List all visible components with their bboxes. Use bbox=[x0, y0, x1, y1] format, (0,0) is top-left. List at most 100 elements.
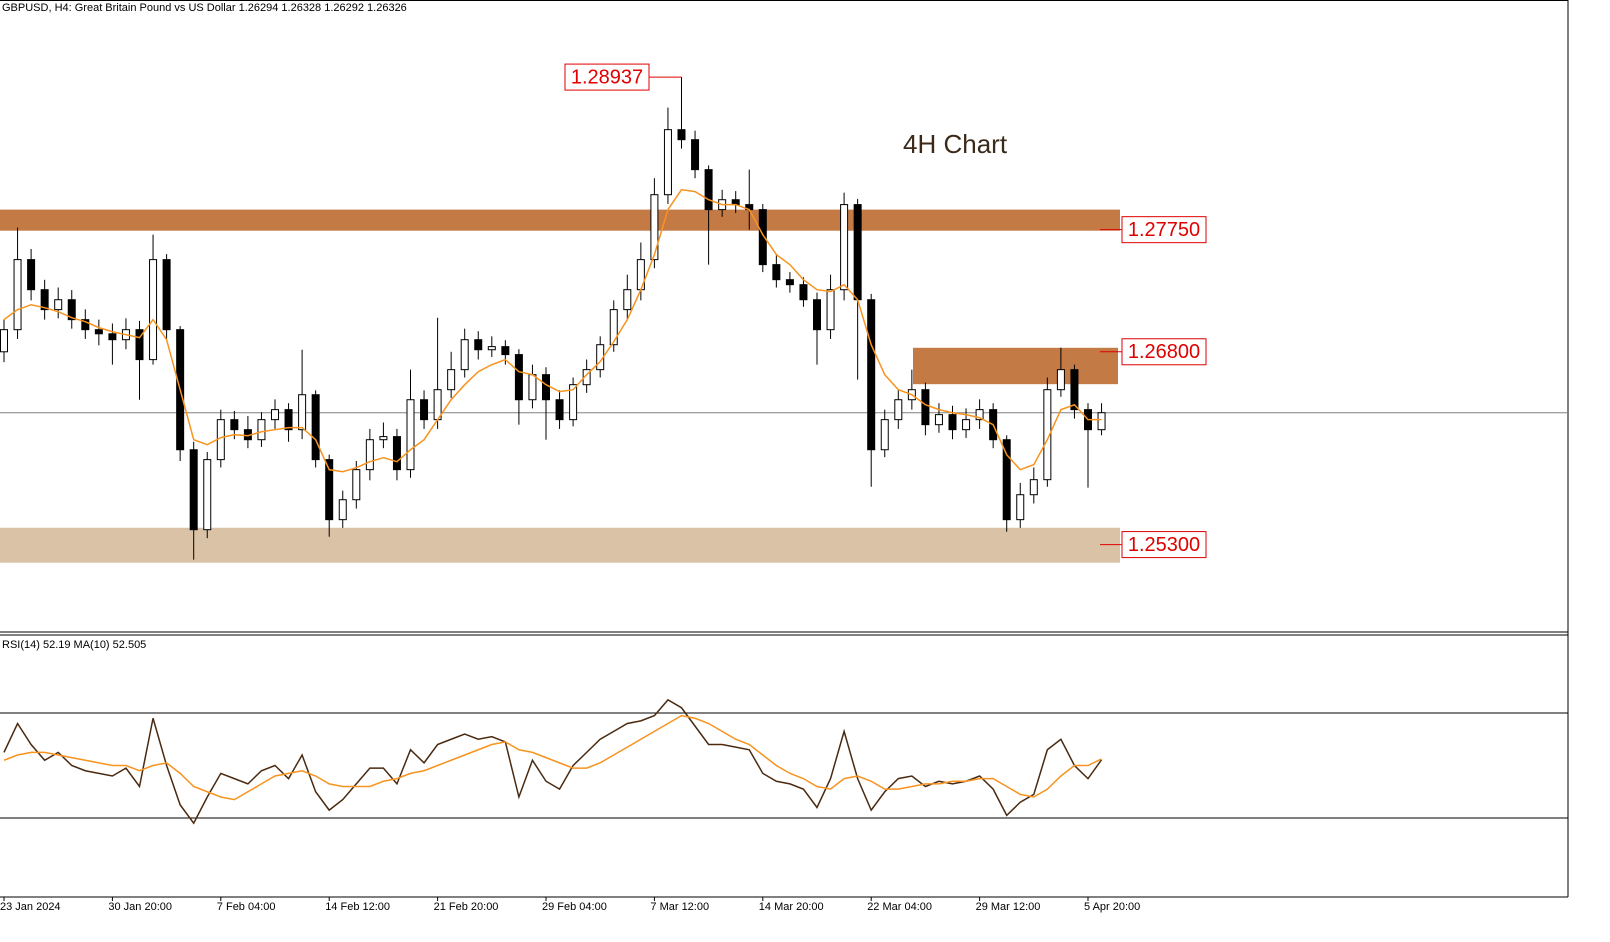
candle-body bbox=[162, 259, 171, 331]
candle-body bbox=[1056, 369, 1065, 391]
candle-body bbox=[542, 374, 550, 401]
candle-body bbox=[1097, 412, 1106, 431]
candle-body bbox=[81, 319, 90, 331]
candle-body bbox=[230, 419, 239, 431]
candle-body bbox=[420, 399, 429, 421]
candle-body bbox=[13, 259, 22, 331]
candle-body bbox=[623, 289, 632, 311]
level-box bbox=[564, 63, 650, 91]
candle-body bbox=[813, 299, 821, 331]
candle-body bbox=[54, 299, 63, 311]
candle-body bbox=[501, 346, 510, 356]
candle-body bbox=[40, 289, 49, 311]
x-tick-label: 14 Mar 20:00 bbox=[759, 901, 824, 913]
x-tick-label: 29 Mar 12:00 bbox=[976, 901, 1041, 913]
candle-body bbox=[257, 419, 266, 441]
level-box bbox=[1121, 216, 1207, 244]
candle-body bbox=[677, 129, 686, 141]
candle-body bbox=[528, 374, 537, 401]
candle-body bbox=[609, 309, 618, 346]
x-tick-label: 5 Apr 20:00 bbox=[1084, 901, 1140, 913]
candle-body bbox=[758, 209, 767, 266]
candle-body bbox=[867, 299, 876, 451]
candle-body bbox=[799, 284, 808, 301]
indicator-line bbox=[3, 698, 1103, 825]
candle-body bbox=[203, 459, 212, 531]
candle-body bbox=[650, 194, 659, 261]
candle-body bbox=[569, 384, 578, 421]
candle-body bbox=[0, 329, 8, 353]
candle-body bbox=[921, 389, 930, 426]
x-tick-label: 14 Feb 12:00 bbox=[325, 901, 390, 913]
candle-body bbox=[487, 346, 496, 351]
header: GBPUSD, H4: Great Britain Pound vs US Do… bbox=[2, 2, 407, 14]
candle-body bbox=[934, 414, 943, 426]
candle-body bbox=[298, 394, 307, 431]
indicator-line bbox=[3, 714, 1102, 801]
rsi-pane bbox=[0, 698, 1568, 825]
candle-body bbox=[27, 259, 36, 291]
candle-body bbox=[948, 414, 957, 431]
candle-body bbox=[582, 369, 591, 386]
candle-body bbox=[704, 169, 713, 211]
candle-body bbox=[406, 399, 415, 471]
candle-body bbox=[853, 204, 862, 301]
candle-body bbox=[880, 419, 889, 451]
level-box bbox=[1121, 338, 1207, 366]
candle-body bbox=[135, 329, 144, 361]
candle-body bbox=[474, 339, 483, 351]
candle-body bbox=[555, 399, 564, 421]
candle-body bbox=[271, 409, 279, 421]
x-tick-label: 21 Feb 20:00 bbox=[434, 901, 499, 913]
candle-body bbox=[325, 459, 334, 521]
level-label: 1.27750 bbox=[1128, 219, 1200, 241]
candle-body bbox=[94, 329, 103, 335]
candle-body bbox=[311, 394, 320, 461]
x-tick-label: 29 Feb 04:00 bbox=[542, 901, 607, 913]
candle-body bbox=[1002, 439, 1011, 521]
indicator-label: RSI(14) 52.19 MA(10) 52.505 bbox=[2, 639, 146, 651]
x-tick-label: 23 Jan 2024 bbox=[0, 901, 61, 913]
candle-body bbox=[975, 409, 984, 421]
candle-body bbox=[1029, 479, 1038, 496]
candle-body bbox=[392, 436, 401, 471]
level-label: 1.28937 bbox=[571, 66, 643, 88]
x-tick-label: 7 Mar 12:00 bbox=[650, 901, 709, 913]
candle-body bbox=[840, 204, 849, 291]
candle-body bbox=[460, 339, 469, 371]
candle-body bbox=[338, 499, 347, 521]
zones bbox=[0, 209, 1120, 563]
candle-body bbox=[1070, 369, 1079, 411]
candle-body bbox=[365, 439, 374, 471]
candle-body bbox=[189, 449, 198, 531]
main-pane bbox=[0, 77, 1568, 560]
level-label: 1.25300 bbox=[1128, 534, 1200, 556]
level-label: 1.26800 bbox=[1128, 341, 1200, 363]
candle-body bbox=[352, 469, 361, 501]
candle-body bbox=[108, 333, 117, 341]
candle-body bbox=[379, 436, 388, 441]
candle-body bbox=[691, 139, 700, 171]
zone bbox=[0, 209, 1120, 231]
x-tick-label: 22 Mar 04:00 bbox=[867, 901, 932, 913]
texts: GBPUSD, H4: Great Britain Pound vs US Do… bbox=[0, 2, 1207, 913]
zone bbox=[913, 347, 1118, 385]
candle-body bbox=[67, 299, 76, 321]
candle-body bbox=[1016, 494, 1025, 521]
zone bbox=[0, 527, 1120, 563]
candle-body bbox=[1043, 389, 1052, 481]
candle-body bbox=[894, 399, 903, 421]
x-tick-label: 7 Feb 04:00 bbox=[217, 901, 276, 913]
candle-body bbox=[962, 419, 971, 431]
level-box bbox=[1121, 531, 1207, 559]
moving-average bbox=[3, 188, 1102, 473]
candle-body bbox=[785, 279, 794, 286]
x-tick-label: 30 Jan 20:00 bbox=[108, 901, 172, 913]
candle-body bbox=[826, 289, 835, 331]
annotation: 4H Chart bbox=[903, 129, 1008, 159]
candle-body bbox=[149, 259, 158, 361]
candle-body bbox=[447, 369, 456, 391]
candle-body bbox=[772, 264, 781, 281]
